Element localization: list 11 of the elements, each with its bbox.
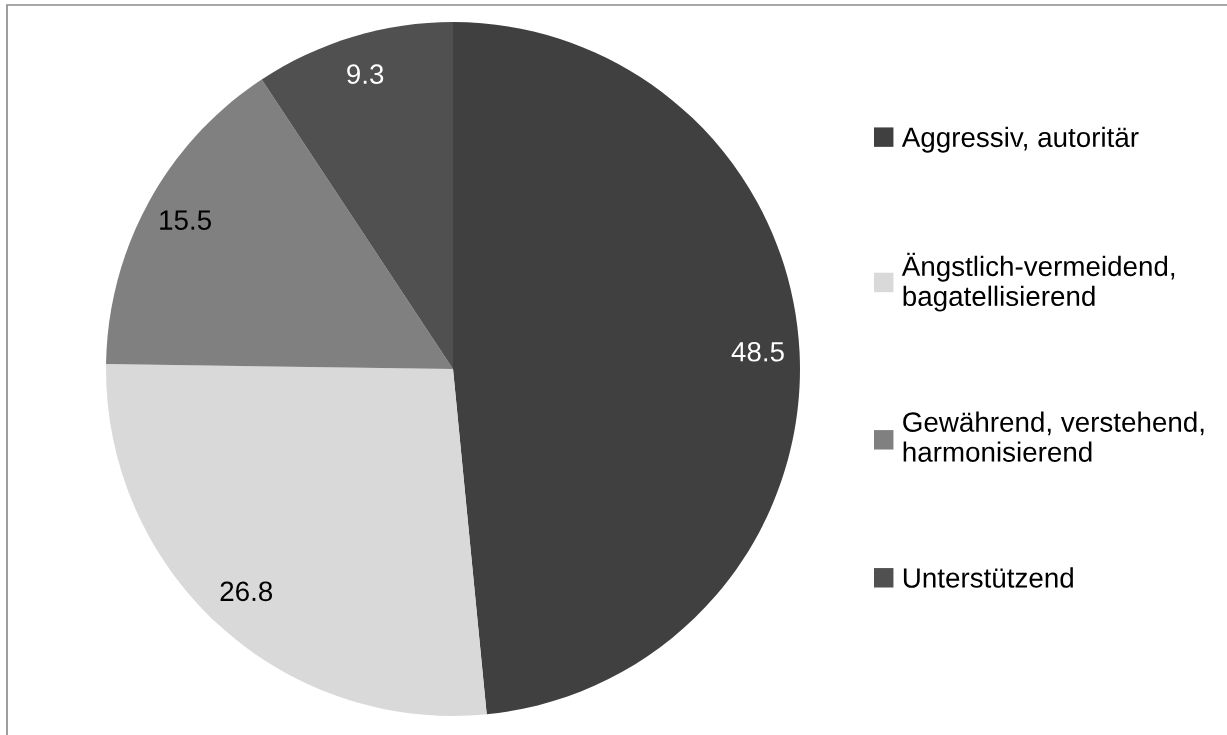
legend-label: Aggressiv, autoritär xyxy=(901,126,1139,153)
pie-slice xyxy=(261,22,453,369)
legend-label: Unterstützend xyxy=(903,567,1073,588)
pie-slice xyxy=(453,22,800,715)
legend-label: Ängstlich-vermeidend, bagatellisierend xyxy=(901,252,1175,312)
pie-slice xyxy=(106,364,487,716)
legend-label: Gewährend, verstehend, harmonisierend xyxy=(903,411,1204,462)
data-label: 15.5 xyxy=(160,210,211,230)
data-label: 48.5 xyxy=(731,341,784,362)
data-label: 9.3 xyxy=(347,64,384,85)
data-label: 26.8 xyxy=(220,581,273,602)
